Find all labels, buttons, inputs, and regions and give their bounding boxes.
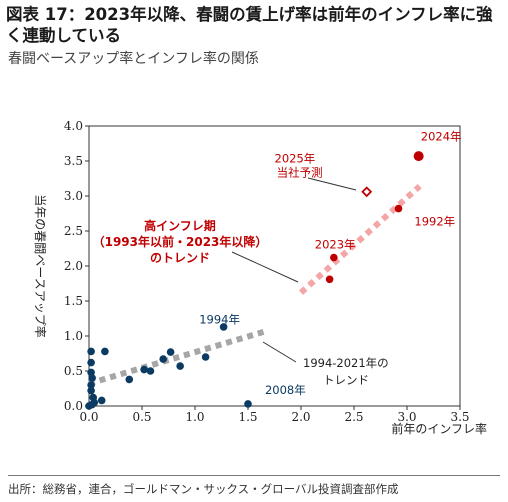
point-label: 2025年 (275, 151, 316, 165)
x-tick-label: 2.0 (291, 410, 310, 424)
data-point (88, 374, 96, 382)
y-tick-label: 1.0 (64, 329, 83, 343)
trend-annotation-line: トレンド (323, 373, 369, 387)
trend-line-0 (88, 328, 265, 387)
footer-divider (8, 475, 500, 476)
y-tick-label: 4.0 (64, 119, 83, 133)
point-label: 2008年 (265, 383, 306, 397)
x-tick-label: 3.0 (397, 410, 416, 424)
y-tick-label: 3.5 (64, 154, 83, 168)
chart-title: 図表 17：2023年以降、春闘の賃上げ率は前年のインフレ率に強く連動している (6, 5, 493, 45)
y-tick-label: 2.5 (64, 224, 83, 238)
data-point (219, 323, 228, 331)
data-point (101, 347, 109, 356)
y-tick-label: 0.0 (64, 399, 83, 413)
data-point (146, 367, 155, 375)
high-inflation-annotation-line: のトレンド (150, 251, 210, 265)
y-axis-label: 当年の春闘ベースアップ率 (33, 194, 48, 337)
axes: 0.0 0.5 1.0 1.5 2.0 2.5 3.0 3.5 0.0 0.5 1.0 1.5 2.0 2… (33, 119, 487, 436)
x-tick-label: 1.5 (238, 410, 257, 424)
data-point (244, 400, 252, 408)
data-point (87, 347, 95, 356)
x-tick-label: 0.5 (132, 410, 151, 424)
high-inflation-leader-line (231, 251, 299, 283)
point-label: 当社予測 (277, 165, 323, 179)
y-tick-label: 1.5 (64, 294, 83, 308)
data-points (85, 151, 424, 410)
source-note: 出所：総務省，連合，ゴールドマン・サックス・グローバル投資調査部作成 (8, 482, 399, 496)
chart-subtitle: 春闘ベースアップ率とインフレ率の関係 (8, 51, 259, 67)
trend-line-1 (298, 183, 422, 295)
y-tick-label: 0.5 (64, 364, 83, 378)
high-inflation-annotation-line: （1993年以前・2023年以降） (93, 234, 268, 249)
point-label: 1992年 (414, 214, 455, 228)
x-tick-label: 2.5 (344, 410, 363, 424)
data-point (87, 358, 95, 367)
point-label: 2023年 (315, 238, 356, 252)
x-tick-label: 3.5 (450, 410, 469, 424)
forecast-leader-line (307, 177, 357, 191)
trend-lines (88, 183, 422, 387)
y-tick-label: 2.0 (64, 259, 83, 273)
data-point (159, 355, 167, 363)
data-point (166, 348, 175, 356)
forecast-point (361, 186, 373, 198)
high-inflation-annotation-line: 高インフレ期 (144, 218, 216, 233)
data-point (201, 353, 210, 361)
data-point (140, 365, 148, 374)
x-tick-label: 1.0 (185, 410, 204, 424)
data-point (325, 275, 334, 284)
x-axis-label: 前年のインフレ率 (391, 421, 487, 436)
data-point (97, 396, 106, 405)
data-point (125, 375, 134, 384)
trend-leader-line (262, 341, 297, 363)
data-point (87, 386, 95, 395)
trend-annotation-line: 1994-2021年の (303, 356, 389, 370)
data-point (330, 253, 338, 262)
point-label: 1994年 (199, 312, 240, 326)
point-label: 2024年 (421, 130, 462, 144)
data-point (176, 362, 184, 370)
annotations: 高インフレ期（1993年以前・2023年以降） のトレンド 1994-2021年のト… (93, 177, 389, 387)
data-point (394, 204, 403, 213)
x-tick-label: 0.0 (79, 410, 98, 424)
scatter-chart: 0.0 0.5 1.0 1.5 2.0 2.5 3.0 3.5 0.0 0.5 1.0 1.5 2.0 2… (33, 119, 487, 436)
data-point (87, 381, 95, 389)
data-point (413, 151, 424, 162)
data-point (85, 402, 93, 410)
y-tick-label: 3.0 (64, 189, 83, 203)
